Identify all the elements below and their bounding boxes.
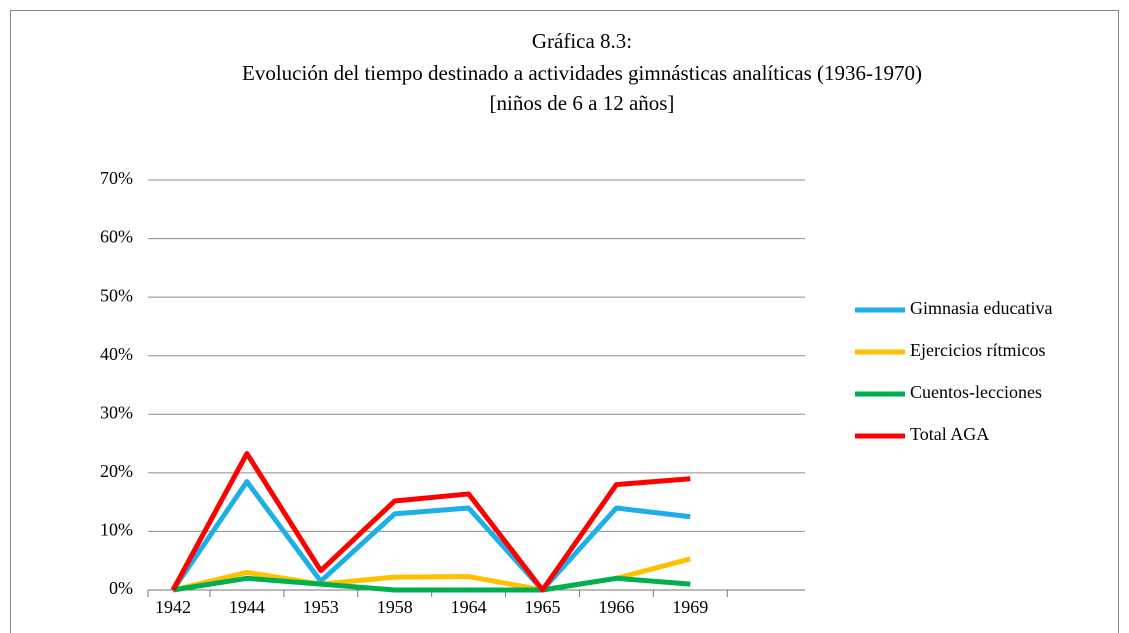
- x-tick-label: 1944: [229, 597, 265, 617]
- chart-title: [niños de 6 a 12 años]: [490, 91, 675, 115]
- y-tick-label: 40%: [100, 344, 133, 364]
- x-tick-label: 1966: [598, 597, 634, 617]
- x-tick-label: 1964: [451, 597, 487, 617]
- y-tick-label: 60%: [100, 227, 133, 247]
- series-line: [170, 479, 691, 593]
- y-tick-label: 50%: [100, 285, 133, 305]
- x-tick-label: 1969: [672, 597, 708, 617]
- y-tick-label: 70%: [100, 168, 133, 188]
- chart-title: Evolución del tiempo destinado a activid…: [242, 61, 922, 85]
- x-tick-label: 1942: [155, 597, 191, 617]
- y-tick-label: 20%: [100, 461, 133, 481]
- series-line: [170, 451, 691, 593]
- x-tick-label: 1958: [377, 597, 413, 617]
- y-tick-label: 10%: [100, 520, 133, 540]
- y-tick-label: 30%: [100, 402, 133, 422]
- legend-label: Gimnasia educativa: [910, 298, 1052, 318]
- series-line: [172, 575, 691, 593]
- frame: [10, 10, 1119, 633]
- x-tick-label: 1953: [303, 597, 339, 617]
- legend-label: Cuentos-lecciones: [910, 382, 1042, 402]
- x-tick-label: 1965: [525, 597, 561, 617]
- chart-title: Gráfica 8.3:: [532, 29, 632, 53]
- legend-label: Total AGA: [910, 424, 989, 444]
- legend-label: Ejercicios rítmicos: [910, 340, 1045, 360]
- series-line: [172, 556, 691, 593]
- y-tick-label: 0%: [109, 578, 133, 598]
